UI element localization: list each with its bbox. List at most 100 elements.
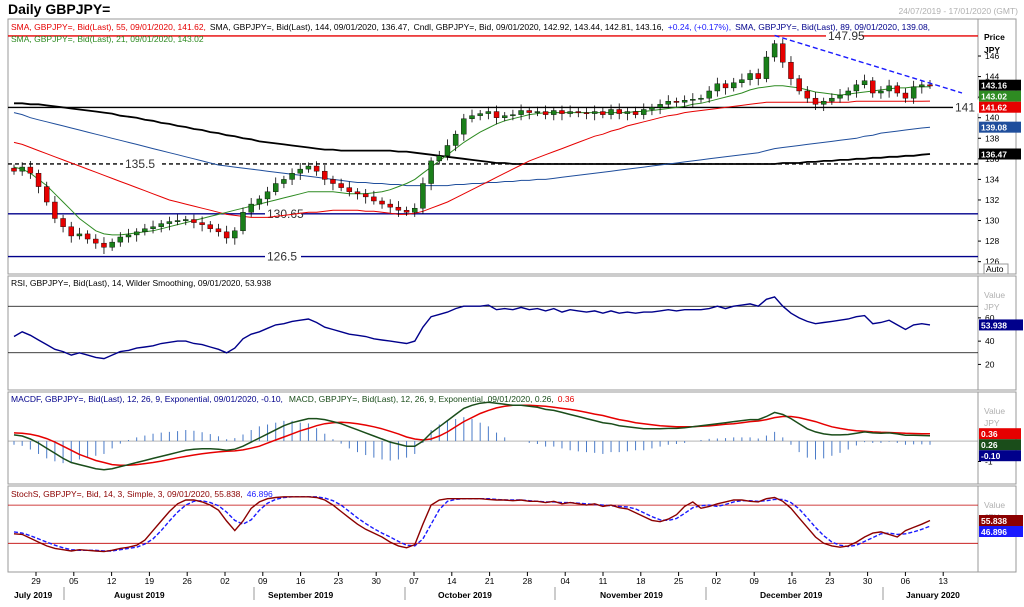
price-tag-bg xyxy=(979,101,1021,113)
price-legend-item: SMA, GBPJPY=, Bid(Last), 144, 09/01/2020… xyxy=(210,22,410,32)
macd-tag-bg xyxy=(979,450,1021,462)
candle xyxy=(150,226,156,229)
candle xyxy=(338,183,344,188)
candle xyxy=(641,109,647,115)
candle xyxy=(273,183,279,192)
candle xyxy=(174,220,181,222)
candle xyxy=(853,84,860,92)
macd-signal-line xyxy=(13,404,930,466)
x-month-label: July 2019 xyxy=(14,590,53,600)
candle xyxy=(297,168,303,174)
candle xyxy=(240,212,246,232)
x-day-label: 09 xyxy=(749,576,759,586)
x-day-label: 25 xyxy=(674,576,684,586)
candle xyxy=(510,114,516,117)
stoch-tag-bg xyxy=(979,515,1023,527)
x-month-label: August 2019 xyxy=(114,590,165,600)
stoch-k-line xyxy=(13,496,931,553)
x-day-label: 26 xyxy=(182,576,192,586)
x-day-label: 23 xyxy=(825,576,835,586)
price-tag: 143.02 xyxy=(981,92,1007,102)
macd-line xyxy=(13,401,931,471)
candle xyxy=(436,155,442,162)
rsi-tick-label: 20 xyxy=(985,359,995,369)
rsi-legend: RSI, GBPJPY=, Bid(Last), 14, Wilder Smoo… xyxy=(11,278,271,288)
candle xyxy=(526,110,532,113)
candle xyxy=(796,78,802,92)
candle xyxy=(166,221,173,224)
candle xyxy=(690,99,696,101)
candle xyxy=(420,183,426,209)
candle xyxy=(76,233,83,237)
candle xyxy=(502,115,508,118)
candle xyxy=(403,210,410,213)
price-legend-item: SMA, GBPJPY=, Bid(Last), 55, 09/01/2020,… xyxy=(11,22,206,32)
x-month-label: November 2019 xyxy=(600,590,663,600)
candle xyxy=(330,179,336,184)
sma21-line xyxy=(13,85,931,236)
candle xyxy=(264,191,271,200)
stoch-tag-bg xyxy=(979,526,1023,538)
candle xyxy=(289,173,295,180)
candle xyxy=(731,82,737,89)
macd-axis-unit: JPY xyxy=(984,418,1000,428)
candle xyxy=(183,219,189,221)
candle xyxy=(722,83,729,89)
candle xyxy=(608,109,614,115)
candle xyxy=(477,113,483,116)
price-legend-item: +0.24, (+0.17%), xyxy=(668,22,731,32)
candle xyxy=(878,90,884,94)
candle xyxy=(485,111,492,114)
candle xyxy=(780,43,786,63)
rsi-tick-label: 40 xyxy=(985,336,995,346)
candle xyxy=(93,238,99,244)
price-tag: 139.08 xyxy=(981,123,1007,133)
x-day-label: 12 xyxy=(107,576,117,586)
price-tick-label: 138 xyxy=(985,133,999,143)
macd-tag-bg xyxy=(979,428,1021,440)
candle xyxy=(820,101,827,105)
candle xyxy=(223,231,230,239)
candle xyxy=(158,223,164,227)
price-tag: 136.47 xyxy=(981,150,1007,160)
candle xyxy=(199,222,205,225)
candle xyxy=(191,219,197,223)
candle xyxy=(542,111,549,115)
candle xyxy=(256,198,263,205)
candle xyxy=(575,111,582,113)
candle xyxy=(412,207,418,213)
candle xyxy=(313,165,320,172)
candle xyxy=(125,234,132,238)
auto-button[interactable]: Auto xyxy=(986,264,1004,274)
candle xyxy=(698,97,704,100)
x-day-label: 11 xyxy=(599,576,608,586)
candle xyxy=(322,170,328,180)
candle xyxy=(829,97,835,102)
level-label-bg xyxy=(265,248,301,263)
x-day-label: 04 xyxy=(560,576,570,586)
candle xyxy=(452,133,459,146)
macd-axis-title: Value xyxy=(984,406,1005,416)
price-tag-bg xyxy=(979,121,1021,133)
stoch-tag: 55.838 xyxy=(981,516,1007,526)
candle xyxy=(632,111,639,115)
price-tag-bg xyxy=(979,79,1021,91)
chart-title: Daily GBPJPY= xyxy=(8,1,110,17)
stoch-legend: 46.896 xyxy=(247,489,273,499)
candle xyxy=(19,166,25,172)
candle xyxy=(207,224,213,229)
candle xyxy=(35,173,42,187)
price-tag: 141.62 xyxy=(981,103,1007,113)
candle xyxy=(910,86,917,99)
x-day-label: 30 xyxy=(371,576,381,586)
candle xyxy=(616,109,622,114)
price-legend-item: SMA, GBPJPY=, Bid(Last), 89, 09/01/2020,… xyxy=(735,22,930,32)
candle xyxy=(428,160,434,184)
x-day-label: 13 xyxy=(938,576,948,586)
sma55-line xyxy=(13,100,931,218)
candle xyxy=(395,206,402,211)
rsi-axis-unit: JPY xyxy=(984,302,1000,312)
level-label: 141 xyxy=(955,100,975,114)
